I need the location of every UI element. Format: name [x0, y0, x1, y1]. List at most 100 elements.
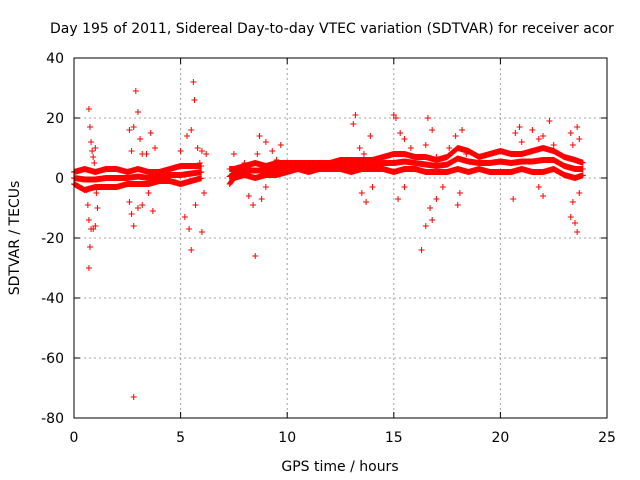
data-point	[401, 184, 408, 190]
data-point	[256, 133, 263, 139]
data-point	[260, 169, 267, 175]
data-point	[130, 223, 137, 229]
data-point	[350, 121, 357, 127]
data-point	[85, 106, 92, 112]
data-point	[137, 136, 144, 142]
data-point	[510, 196, 517, 202]
data-point	[269, 148, 276, 154]
data-point	[177, 148, 184, 154]
data-point	[535, 184, 542, 190]
data-point	[273, 157, 280, 163]
data-point	[198, 175, 205, 182]
data-point	[569, 199, 576, 205]
x-tick-label: 10	[278, 430, 296, 446]
data-point	[579, 166, 586, 172]
data-point	[198, 229, 205, 235]
data-point	[88, 139, 95, 145]
data-point	[358, 190, 365, 196]
data-point	[567, 130, 574, 136]
data-point	[424, 115, 431, 121]
data-point	[463, 151, 470, 157]
x-tick-label: 20	[491, 430, 509, 446]
data-point	[203, 151, 210, 157]
data-point	[92, 223, 99, 229]
y-axis-label: SDTVAR / TECUs	[7, 181, 23, 296]
data-point	[516, 124, 523, 130]
grid	[74, 58, 607, 418]
data-point	[518, 139, 525, 145]
data-point	[241, 160, 248, 166]
data-point	[86, 244, 93, 250]
data-point	[134, 109, 141, 115]
data-point	[134, 205, 141, 211]
data-point	[535, 136, 542, 142]
data-point	[152, 145, 159, 151]
data-point	[574, 124, 581, 130]
data-point	[452, 133, 459, 139]
data-point	[85, 217, 92, 223]
data-point	[367, 133, 374, 139]
data-point	[86, 124, 93, 130]
data-point	[439, 184, 446, 190]
y-tick-label: 20	[46, 111, 64, 127]
data-point	[94, 205, 101, 211]
tick-labels: 0 5 10 15 20 25 -80 -60 -40 -20 0 20 40	[41, 51, 616, 446]
data-point	[201, 190, 208, 196]
data-point	[84, 202, 91, 208]
y-tick-label: -40	[41, 291, 64, 307]
data-point	[574, 229, 581, 235]
chart-title: Day 195 of 2011, Sidereal Day-to-day VTE…	[50, 21, 614, 37]
data-point	[579, 159, 586, 166]
data-point	[433, 196, 440, 202]
data-point	[422, 142, 429, 148]
data-point	[401, 136, 408, 142]
data-point	[262, 139, 269, 145]
data-point	[356, 145, 363, 151]
data-point	[191, 97, 198, 103]
data-point	[459, 127, 466, 133]
y-tick-label: 40	[46, 51, 64, 67]
data-point	[569, 142, 576, 148]
data-point	[429, 217, 436, 223]
data-point	[149, 208, 156, 214]
x-tick-label: 25	[598, 430, 616, 446]
data-point	[130, 394, 137, 400]
data-point	[529, 127, 536, 133]
data-point	[126, 127, 133, 133]
x-tick-label: 0	[70, 430, 79, 446]
data-point	[576, 136, 583, 142]
data-point	[254, 151, 261, 157]
data-point	[194, 145, 201, 151]
data-point	[93, 190, 100, 196]
data-point	[446, 145, 453, 151]
data-point	[395, 196, 402, 202]
data-point	[89, 148, 96, 154]
data-point	[250, 202, 257, 208]
data-point	[245, 193, 252, 199]
data-point	[252, 253, 259, 259]
data-point	[190, 79, 197, 85]
data-point	[143, 151, 150, 157]
data-point	[352, 112, 359, 118]
data-point	[369, 184, 376, 190]
plot-frame	[73, 57, 608, 419]
data-point	[540, 133, 547, 139]
data-point	[188, 247, 195, 253]
data-point	[576, 190, 583, 196]
data-point	[429, 127, 436, 133]
data-point	[567, 214, 574, 220]
data-point	[90, 154, 97, 160]
data-point	[262, 184, 269, 190]
data-point	[192, 202, 199, 208]
data-point	[258, 196, 265, 202]
data-point	[540, 193, 547, 199]
data-point	[550, 142, 557, 148]
data-point	[181, 214, 188, 220]
data-point	[83, 187, 90, 193]
data-point	[198, 169, 205, 176]
data-point	[237, 166, 244, 172]
data-point	[277, 142, 284, 148]
plot-area	[71, 79, 586, 400]
data-point	[85, 265, 92, 271]
